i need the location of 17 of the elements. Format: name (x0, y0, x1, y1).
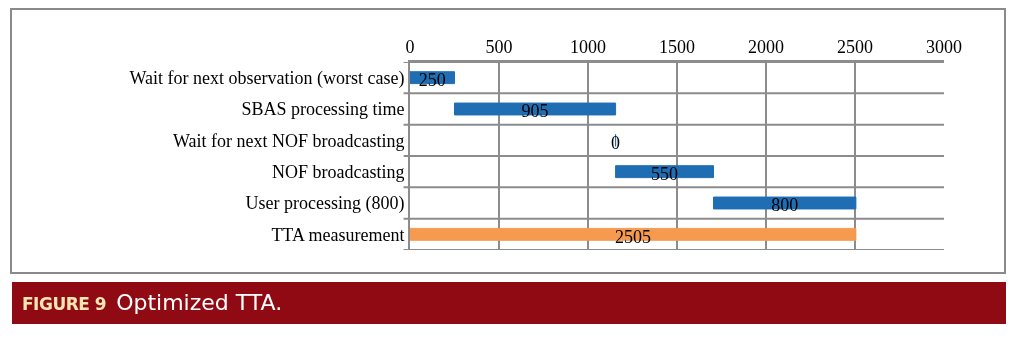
y-tick-label: Wait for next observation (worst case) (129, 67, 405, 89)
y-tick-label: Wait for next NOF broadcasting (172, 130, 405, 151)
y-tick-label: TTA measurement (271, 224, 405, 245)
y-tick-label: NOF broadcasting (271, 161, 405, 182)
data-label: 0 (611, 132, 621, 153)
y-tick-label: User processing (800) (245, 193, 405, 215)
caption: FIGURE 9 (22, 294, 107, 314)
x-tick-label: 2000 (748, 36, 784, 57)
x-tick-label: 500 (485, 36, 513, 57)
x-tick-label: 1500 (659, 36, 695, 57)
text: Optimized TTA. (116, 290, 283, 315)
bar (410, 227, 857, 241)
x-tick-label: 0 (405, 36, 415, 57)
x-tick-label: 3000 (926, 36, 962, 57)
x-tick-label: 2500 (837, 36, 873, 57)
y-tick-label: SBAS processing time (241, 99, 405, 120)
x-tick-label: 1000 (570, 36, 606, 57)
